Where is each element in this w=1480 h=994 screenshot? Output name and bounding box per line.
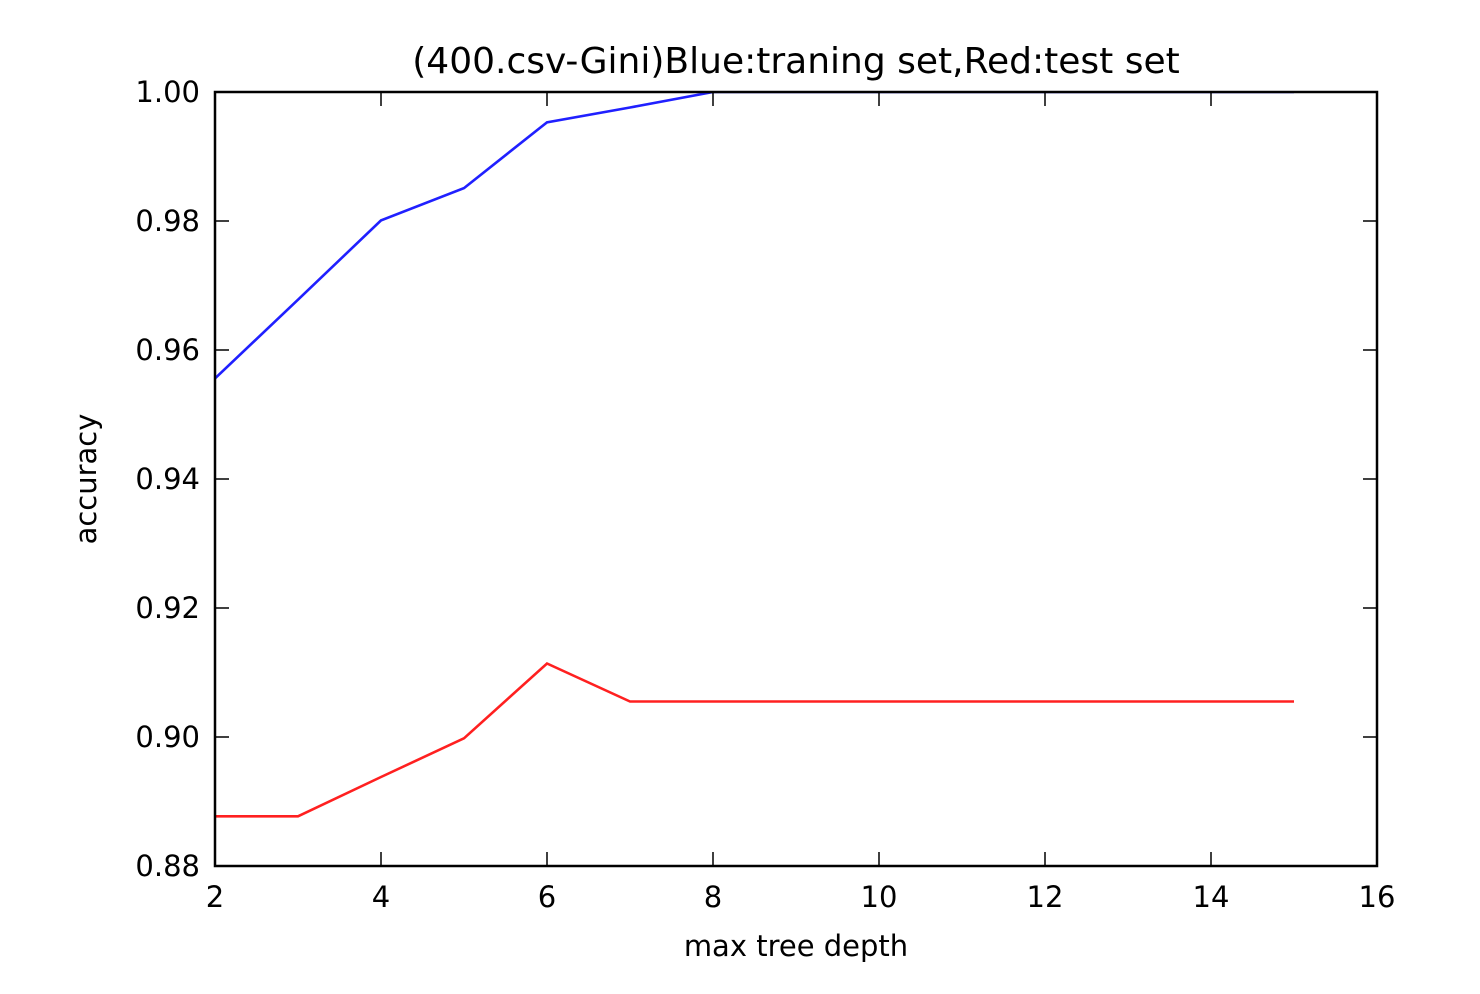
y-tick-label: 0.98 xyxy=(135,204,200,238)
y-tick-label: 0.88 xyxy=(135,849,200,883)
x-tick-labels: 2 4 6 8 10 12 14 16 xyxy=(206,880,1396,914)
y-tick-label: 0.90 xyxy=(135,720,200,754)
x-tick-label: 8 xyxy=(704,880,722,914)
x-tick-label: 4 xyxy=(372,880,390,914)
y-tick-label: 0.94 xyxy=(135,462,200,496)
x-axis-label: max tree depth xyxy=(684,929,908,963)
x-tick-label: 16 xyxy=(1359,880,1396,914)
x-tick-label: 14 xyxy=(1193,880,1230,914)
x-tick-label: 6 xyxy=(538,880,556,914)
y-tick-labels: 0.88 0.90 0.92 0.94 0.96 0.98 1.00 xyxy=(135,75,200,883)
y-tick-label: 1.00 xyxy=(135,75,200,109)
y-axis-label: accuracy xyxy=(69,414,103,545)
x-tick-label: 12 xyxy=(1027,880,1064,914)
chart-title: (400.csv-Gini)Blue:traning set,Red:test … xyxy=(412,41,1179,82)
series-line-0 xyxy=(215,92,1294,380)
x-tick-label: 10 xyxy=(861,880,898,914)
y-tick-label: 0.96 xyxy=(135,333,200,367)
series-layer xyxy=(215,92,1294,818)
plot-frame xyxy=(213,90,1379,868)
series-line-1 xyxy=(215,661,1294,818)
x-tick-label: 2 xyxy=(206,880,224,914)
y-tick-label: 0.92 xyxy=(135,591,200,625)
